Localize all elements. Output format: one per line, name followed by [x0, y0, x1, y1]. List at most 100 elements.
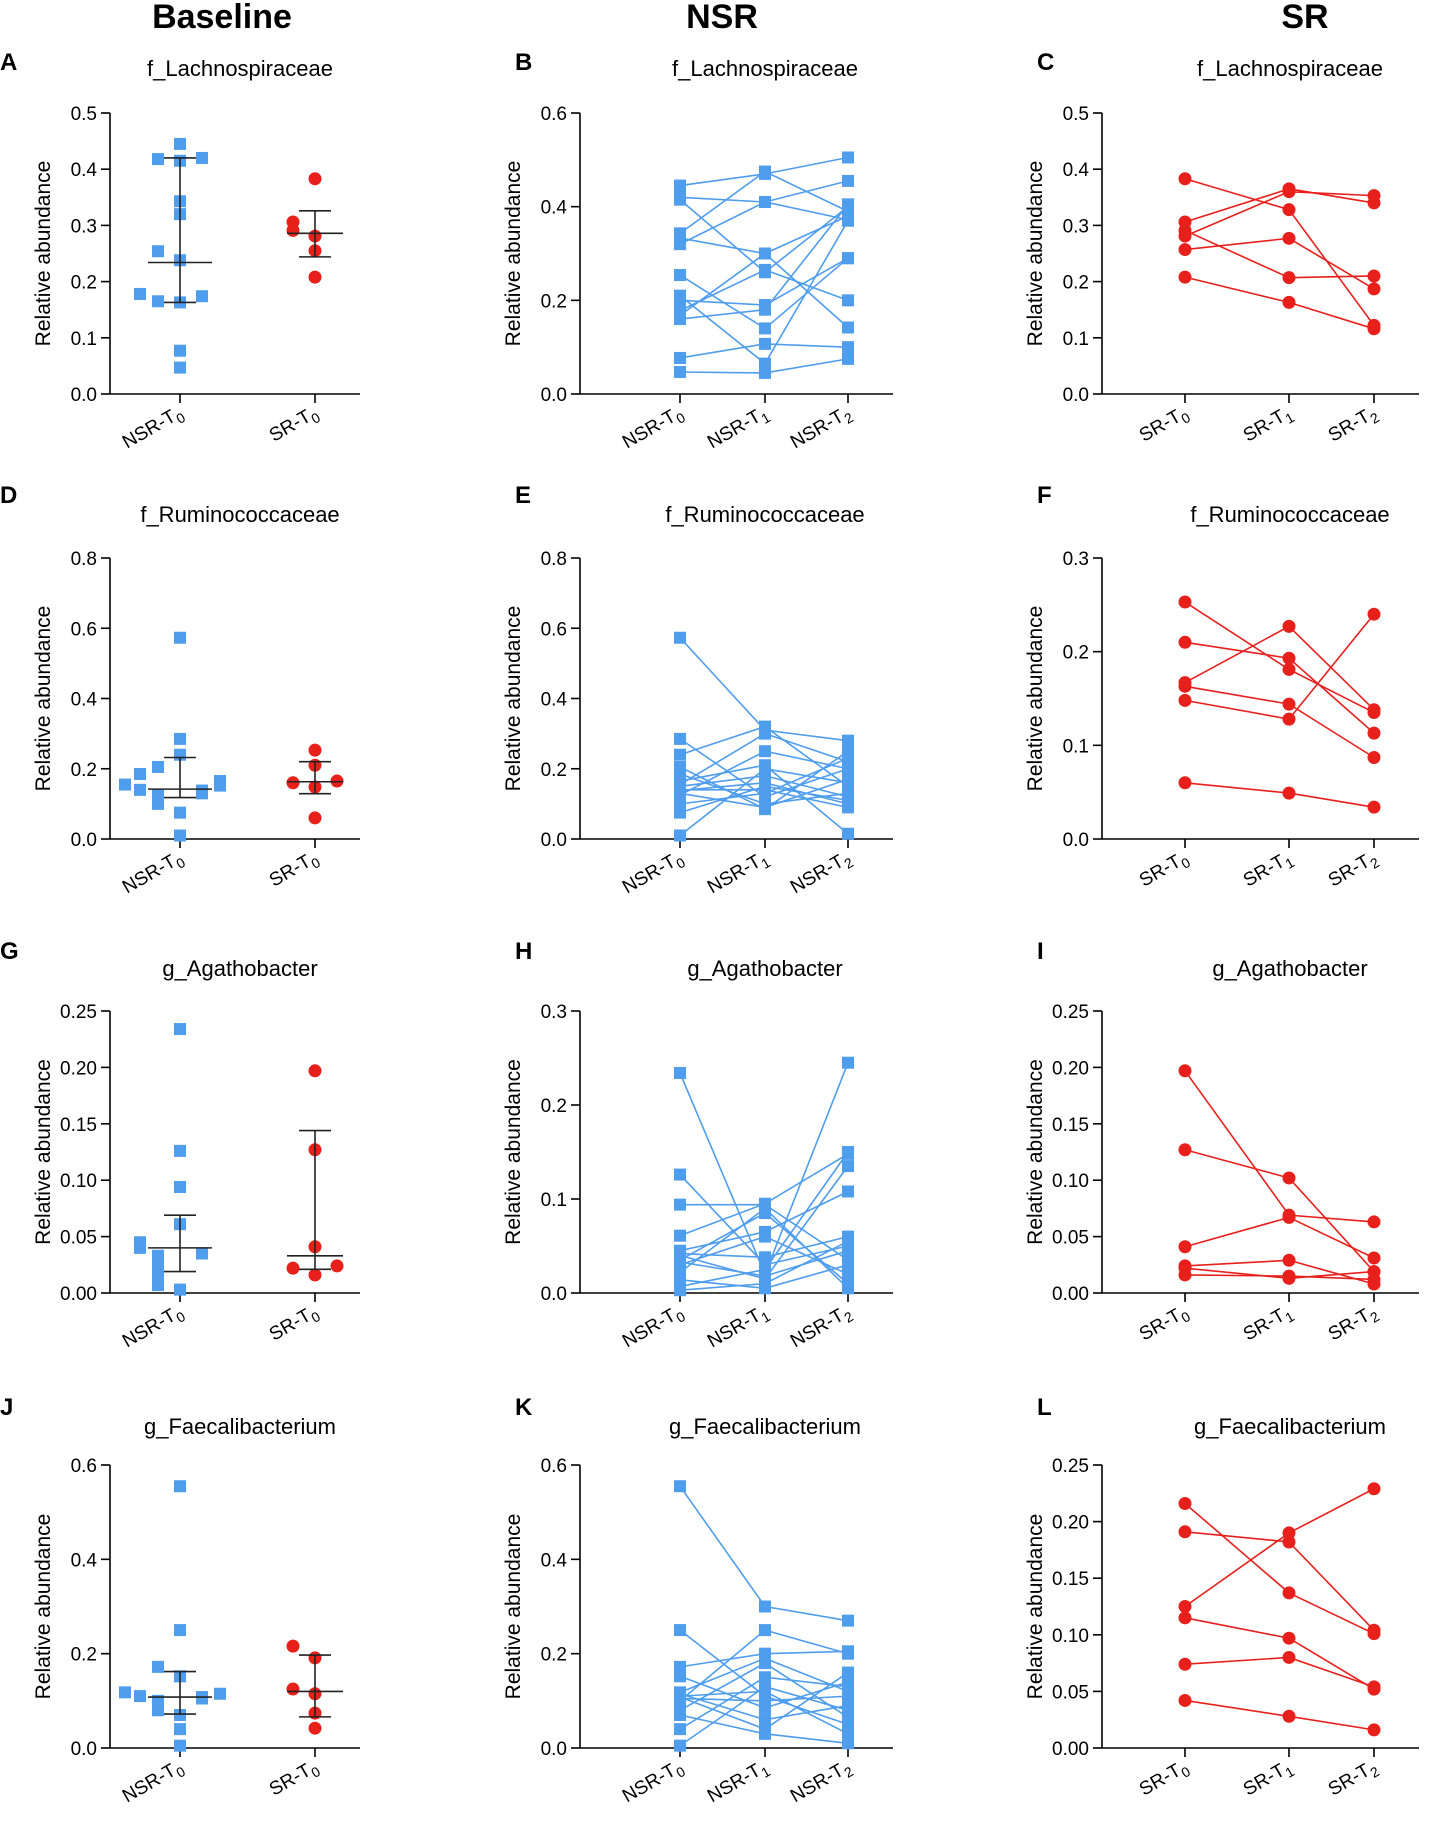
y-tick-label: 0.4: [541, 690, 568, 711]
subject-series: [1178, 1611, 1381, 1696]
y-axis-label: Relative abundance: [1024, 606, 1047, 792]
category-label: NSR-T0: [119, 1301, 188, 1355]
category-label-main: SR-T: [1136, 1760, 1185, 1801]
category-label: SR-T0: [1136, 1301, 1193, 1348]
category-label-main: SR-T: [266, 406, 315, 447]
subject-series: [1178, 1268, 1381, 1286]
subject-series: [674, 198, 854, 326]
data-point: [196, 151, 208, 164]
data-point: [308, 1064, 322, 1078]
series-line: [679, 1485, 849, 1622]
data-point: [308, 1721, 322, 1735]
data-point: [174, 631, 186, 644]
category-label: SR-T1: [1240, 847, 1297, 894]
category-label-main: NSR-T: [704, 406, 765, 453]
data-point: [759, 1694, 771, 1707]
y-tick-label: 0.3: [1063, 216, 1089, 237]
y-tick-label: 0.15: [60, 1115, 97, 1136]
category-label: NSR-T0: [119, 402, 188, 456]
data-point: [842, 214, 854, 227]
category-label-main: SR-T: [1240, 1760, 1289, 1801]
y-tick-label: 0.3: [1063, 549, 1089, 570]
panel-title: g_Faecalibacterium: [144, 1414, 336, 1439]
data-point: [674, 1067, 686, 1080]
data-point: [174, 1283, 186, 1296]
data-point: [286, 1682, 300, 1696]
data-point: [1367, 726, 1381, 740]
data-point: [1367, 189, 1381, 203]
data-point: [759, 337, 771, 350]
category-label: SR-T2: [1325, 1756, 1382, 1803]
y-tick-label: 0.8: [71, 549, 97, 570]
data-point: [674, 1708, 686, 1721]
y-tick-label: 0.4: [541, 198, 568, 219]
data-point: [674, 806, 686, 819]
data-point: [286, 1639, 300, 1653]
data-point: [214, 775, 226, 788]
category-label: NSR-T2: [787, 1756, 856, 1810]
data-point: [1282, 1586, 1296, 1600]
group-NSR-T0: [134, 137, 212, 374]
data-point: [152, 1660, 164, 1673]
category-label: NSR-T1: [704, 1301, 773, 1355]
data-point: [134, 768, 146, 781]
data-point: [1178, 595, 1192, 609]
category-label: SR-T0: [266, 1756, 323, 1803]
subject-series: [1178, 182, 1381, 229]
y-tick-label: 0.2: [541, 1645, 567, 1666]
y-tick-label: 0.10: [1052, 1626, 1089, 1647]
y-tick-label: 0.8: [541, 549, 567, 570]
y-tick-label: 0.0: [541, 1739, 567, 1760]
data-point: [842, 1666, 854, 1679]
data-point: [1178, 1064, 1192, 1078]
subject-series: [1178, 1482, 1381, 1613]
y-tick-label: 0.6: [541, 1456, 567, 1477]
data-point: [842, 1268, 854, 1281]
data-point: [759, 357, 771, 370]
data-point: [174, 344, 186, 357]
panel-letter: K: [515, 1394, 533, 1421]
data-point: [1282, 712, 1296, 726]
y-tick-label: 0.0: [541, 1284, 567, 1305]
data-point: [1178, 1268, 1192, 1282]
data-point: [1178, 679, 1192, 693]
data-point: [174, 829, 186, 842]
data-point: [759, 1230, 771, 1243]
category-label-main: NSR-T: [119, 851, 180, 898]
data-point: [759, 1600, 771, 1613]
data-point: [674, 1660, 686, 1673]
category-label: SR-T2: [1325, 402, 1382, 449]
data-point: [842, 1704, 854, 1717]
category-label: SR-T1: [1240, 1756, 1297, 1803]
category-label-main: NSR-T: [619, 1305, 680, 1352]
data-point: [1178, 1496, 1192, 1510]
y-tick-label: 0.0: [541, 385, 567, 406]
category-label-main: NSR-T: [787, 851, 848, 898]
data-point: [842, 252, 854, 265]
y-tick-label: 0.2: [71, 760, 97, 781]
group-SR-T0: [286, 1064, 344, 1282]
y-tick-label: 0.00: [60, 1284, 97, 1305]
series-line: [1184, 1488, 1375, 1608]
category-label: NSR-T0: [619, 847, 688, 901]
data-point: [286, 215, 300, 229]
y-axis-label: Relative abundance: [1024, 1059, 1047, 1245]
subject-series: [1178, 185, 1381, 243]
subject-series: [1178, 595, 1381, 720]
panel-I: Ig_Agathobacter 0.00 0.05 0.10 0.15 0.20 0.25 R…: [1024, 938, 1419, 1348]
series-line: [1184, 1216, 1375, 1259]
data-point: [1178, 1657, 1192, 1671]
data-point: [842, 352, 854, 365]
y-axis-label: Relative abundance: [502, 161, 525, 347]
y-tick-label: 0.20: [60, 1058, 97, 1079]
subject-series: [1178, 1525, 1381, 1637]
data-point: [1178, 243, 1192, 257]
data-point: [174, 137, 186, 150]
panel-letter: C: [1037, 49, 1054, 76]
data-point: [1282, 662, 1296, 676]
data-point: [152, 295, 164, 308]
